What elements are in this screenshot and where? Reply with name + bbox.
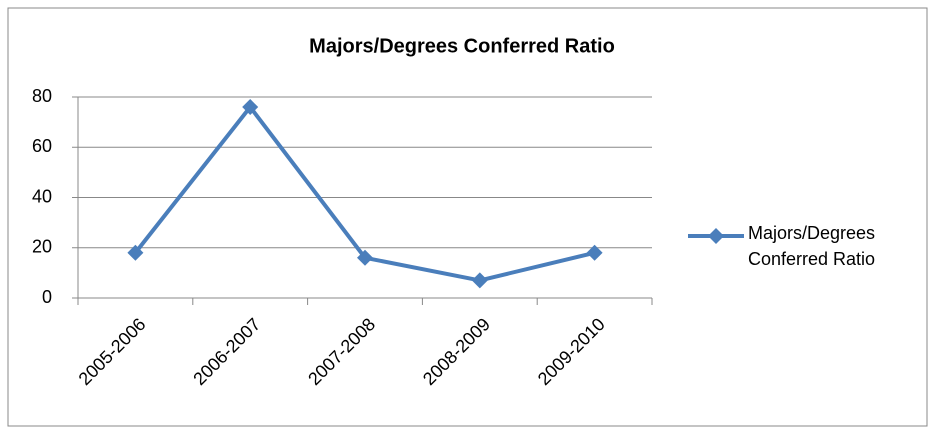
chart-border: [7, 7, 928, 427]
legend-label: Majors/Degrees Conferred Ratio: [748, 223, 876, 269]
marker: [127, 244, 144, 261]
marker: [471, 272, 488, 289]
marker: [242, 99, 259, 116]
y-tick-label: 20: [32, 237, 52, 257]
legend-marker: [708, 228, 724, 244]
y-tick-label: 40: [32, 186, 52, 206]
y-tick-label: 80: [32, 86, 52, 106]
y-tick-label: 0: [42, 287, 52, 307]
chart-title: Majors/Degrees Conferred Ratio: [309, 35, 615, 57]
marker: [357, 249, 373, 266]
y-tick-label: 60: [32, 136, 52, 156]
marker: [586, 244, 603, 261]
